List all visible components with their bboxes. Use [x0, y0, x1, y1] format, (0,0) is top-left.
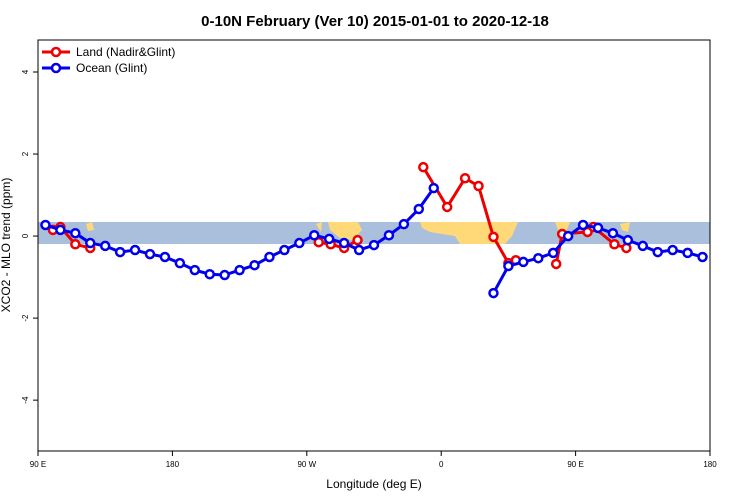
plot-frame: [37, 39, 711, 452]
point: [249, 259, 260, 271]
y-axis-label: XCO2 - MLO trend (ppm): [0, 178, 13, 313]
x-tick-label: 90 W: [297, 460, 316, 469]
point: [592, 222, 604, 234]
point: [279, 244, 290, 256]
point: [70, 239, 81, 250]
point: [70, 227, 81, 239]
map-band: [38, 222, 710, 244]
point: [550, 258, 562, 270]
point: [428, 182, 439, 194]
legend-label: Ocean (Glint): [76, 61, 147, 75]
x-axis-label: Longitude (deg E): [326, 477, 421, 491]
point: [488, 231, 499, 243]
point: [413, 203, 425, 215]
x-tick-label: 90 E: [30, 460, 46, 469]
point: [503, 260, 514, 272]
point: [533, 252, 544, 264]
point: [398, 218, 410, 230]
x-tick-label: 180: [703, 460, 717, 469]
point: [40, 219, 51, 231]
point: [607, 227, 619, 239]
y-tick-label: 0: [21, 233, 30, 238]
y-tick-label: -4: [21, 396, 30, 404]
point: [338, 237, 350, 249]
legend-marker: [50, 62, 62, 74]
point: [85, 237, 96, 249]
point: [418, 161, 429, 173]
y-tick-label: 4: [21, 69, 30, 74]
x-tick-label: 0: [439, 460, 444, 469]
point: [609, 239, 620, 250]
chart-title: 0-10N February (Ver 10) 2015-01-01 to 20…: [201, 13, 549, 30]
point: [577, 219, 589, 231]
point: [55, 224, 66, 236]
point: [637, 240, 649, 252]
legend-label: Land (Nadir&Glint): [76, 45, 175, 59]
point: [189, 264, 201, 276]
point: [622, 234, 634, 246]
point: [547, 247, 559, 259]
point: [473, 180, 484, 192]
point: [441, 201, 453, 213]
legend-marker: [50, 46, 62, 58]
series-line: [52, 166, 627, 266]
point: [652, 246, 663, 258]
point: [383, 229, 395, 241]
point: [323, 233, 335, 245]
point: [309, 229, 320, 241]
point: [114, 246, 126, 258]
point: [353, 244, 365, 256]
point: [219, 269, 230, 281]
point: [562, 230, 574, 242]
point: [352, 234, 363, 246]
point: [144, 248, 156, 260]
x-tick-label: 180: [166, 460, 180, 469]
point: [368, 239, 380, 251]
x-tick-label: 90 E: [567, 460, 583, 469]
point: [129, 244, 141, 256]
point: [459, 172, 471, 184]
point: [99, 240, 111, 252]
point: [682, 247, 693, 259]
point: [159, 251, 171, 263]
point: [264, 251, 275, 263]
point: [204, 268, 215, 280]
point: [518, 256, 529, 268]
point: [294, 237, 305, 249]
point: [667, 244, 678, 256]
point: [234, 264, 245, 276]
point: [313, 236, 324, 248]
point: [174, 257, 186, 269]
y-tick-label: -2: [21, 314, 30, 322]
y-tick-label: 2: [21, 151, 30, 156]
point: [697, 251, 708, 263]
point: [488, 287, 499, 299]
